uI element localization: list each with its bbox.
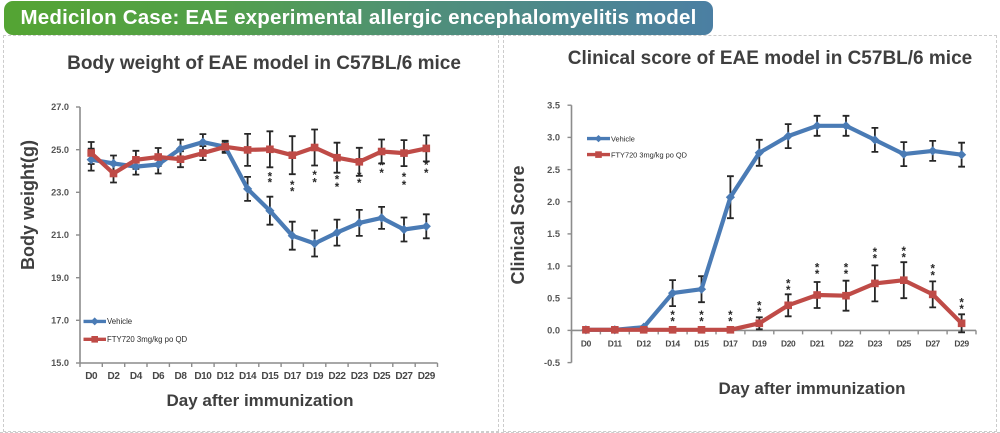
svg-text:D12: D12 — [636, 338, 651, 348]
svg-text:D17: D17 — [723, 338, 738, 348]
svg-text:D6: D6 — [152, 371, 165, 382]
svg-text:D12: D12 — [217, 371, 235, 382]
svg-text:D23: D23 — [351, 371, 369, 382]
svg-text:*: * — [786, 285, 791, 297]
svg-text:Day after immunization: Day after immunization — [166, 391, 353, 410]
svg-text:D0: D0 — [581, 338, 592, 348]
svg-text:D15: D15 — [261, 371, 279, 382]
svg-text:*: * — [699, 317, 704, 329]
svg-text:19.0: 19.0 — [51, 273, 69, 283]
svg-text:D21: D21 — [810, 338, 825, 348]
svg-text:*: * — [873, 247, 878, 259]
svg-text:*: * — [670, 317, 675, 329]
svg-text:*: * — [757, 301, 762, 313]
svg-text:25.0: 25.0 — [51, 145, 69, 155]
svg-text:*: * — [902, 253, 907, 265]
svg-text:*: * — [335, 182, 340, 194]
svg-text:D2: D2 — [108, 371, 121, 382]
svg-text:2.0: 2.0 — [547, 197, 560, 207]
svg-text:*: * — [379, 161, 384, 173]
svg-text:D27: D27 — [395, 371, 413, 382]
svg-text:FTY720 3mg/kg po QD: FTY720 3mg/kg po QD — [611, 150, 687, 159]
svg-text:15.0: 15.0 — [51, 358, 69, 368]
svg-text:D29: D29 — [954, 338, 969, 348]
svg-text:Vehicle: Vehicle — [107, 317, 132, 326]
svg-text:*: * — [357, 178, 362, 190]
svg-text:0.5: 0.5 — [547, 293, 560, 303]
svg-text:27.0: 27.0 — [51, 102, 69, 112]
svg-text:1.0: 1.0 — [547, 261, 560, 271]
svg-text:D23: D23 — [868, 338, 883, 348]
svg-text:*: * — [757, 307, 762, 319]
svg-text:17.0: 17.0 — [51, 315, 69, 325]
svg-text:D19: D19 — [752, 338, 767, 348]
svg-text:*: * — [402, 180, 407, 192]
svg-text:*: * — [815, 269, 820, 281]
svg-text:D25: D25 — [373, 371, 391, 382]
svg-text:*: * — [312, 170, 317, 182]
svg-text:3.5: 3.5 — [547, 100, 560, 110]
svg-text:*: * — [959, 298, 964, 310]
svg-text:*: * — [335, 175, 340, 187]
svg-text:FTY720 3mg/kg po QD: FTY720 3mg/kg po QD — [107, 335, 188, 344]
svg-text:*: * — [402, 172, 407, 184]
svg-text:Clinical score of EAE model in: Clinical score of EAE model in C57BL/6 m… — [568, 48, 972, 69]
svg-text:Vehicle: Vehicle — [611, 134, 635, 143]
svg-text:D19: D19 — [306, 371, 324, 382]
svg-text:D29: D29 — [418, 371, 436, 382]
svg-text:D0: D0 — [85, 371, 98, 382]
svg-text:21.0: 21.0 — [51, 230, 69, 240]
svg-text:*: * — [312, 178, 317, 190]
svg-text:*: * — [728, 317, 733, 329]
svg-text:*: * — [902, 246, 907, 258]
svg-text:*: * — [424, 160, 429, 172]
svg-text:*: * — [699, 310, 704, 322]
svg-text:D15: D15 — [694, 338, 709, 348]
svg-text:D8: D8 — [175, 371, 188, 382]
svg-text:*: * — [670, 310, 675, 322]
svg-text:*: * — [930, 271, 935, 283]
svg-text:1.5: 1.5 — [547, 229, 560, 239]
svg-text:*: * — [930, 264, 935, 276]
svg-text:*: * — [959, 304, 964, 316]
svg-text:D22: D22 — [328, 371, 346, 382]
svg-text:23.0: 23.0 — [51, 187, 69, 197]
svg-text:*: * — [844, 263, 849, 275]
svg-text:2.5: 2.5 — [547, 165, 560, 175]
svg-text:-0.5: -0.5 — [544, 358, 560, 368]
svg-text:D20: D20 — [781, 338, 796, 348]
svg-text:D22: D22 — [839, 338, 854, 348]
svg-text:*: * — [290, 186, 295, 198]
svg-text:*: * — [357, 171, 362, 183]
svg-text:Body weight(g): Body weight(g) — [18, 140, 38, 270]
svg-text:*: * — [728, 310, 733, 322]
svg-text:*: * — [290, 180, 295, 192]
svg-text:*: * — [268, 172, 273, 184]
svg-text:D11: D11 — [608, 338, 623, 348]
svg-text:D17: D17 — [284, 371, 302, 382]
svg-text:D4: D4 — [130, 371, 143, 382]
svg-text:D14: D14 — [239, 371, 257, 382]
svg-text:*: * — [873, 254, 878, 266]
svg-text:D14: D14 — [665, 338, 680, 348]
svg-text:Day after immunization: Day after immunization — [718, 379, 905, 398]
svg-text:Clinical Score: Clinical Score — [508, 165, 528, 284]
svg-text:D27: D27 — [925, 338, 940, 348]
svg-text:*: * — [379, 168, 384, 180]
svg-text:*: * — [844, 269, 849, 281]
svg-text:D25: D25 — [897, 338, 912, 348]
svg-text:D10: D10 — [194, 371, 212, 382]
svg-text:Body weight of EAE model in C5: Body weight of EAE model in C57BL/6 mice — [67, 53, 461, 74]
svg-text:*: * — [424, 168, 429, 180]
svg-text:*: * — [268, 178, 273, 190]
svg-text:*: * — [815, 263, 820, 275]
svg-text:3.0: 3.0 — [547, 133, 560, 143]
svg-text:0.0: 0.0 — [547, 326, 560, 336]
svg-text:*: * — [786, 279, 791, 291]
